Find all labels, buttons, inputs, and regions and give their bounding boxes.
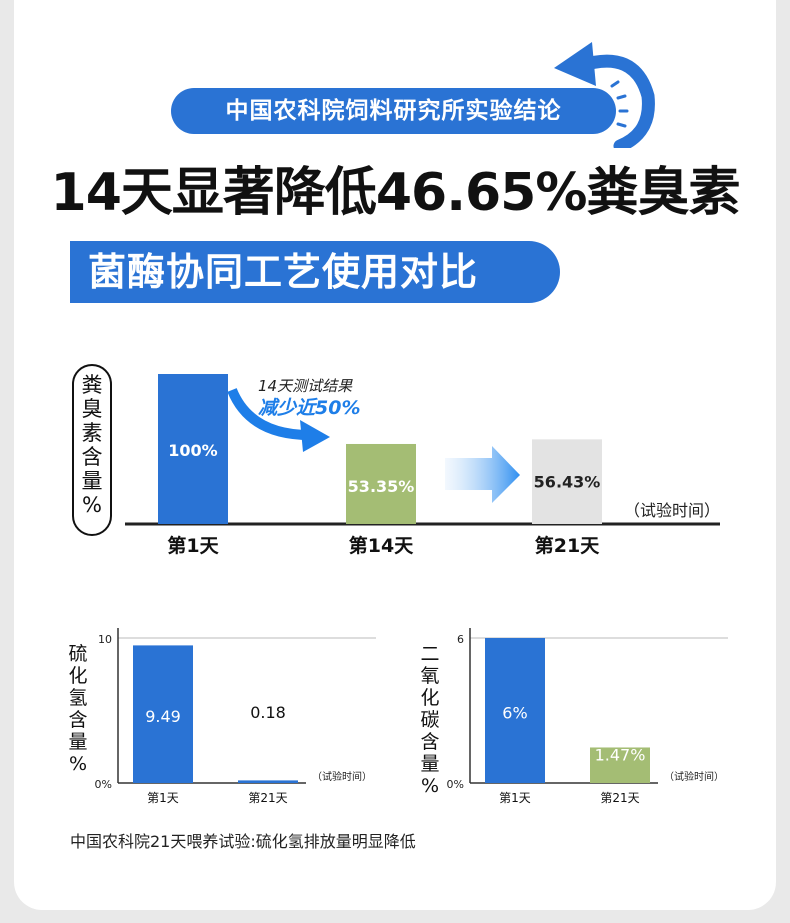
data-label-1: 100% [168, 441, 217, 460]
headline: 14天显著降低46.65%粪臭素 [50, 163, 741, 223]
category-label-3: 第21天 [535, 534, 600, 557]
y-tick-bottom: 0% [95, 778, 112, 791]
bar-1 [485, 638, 545, 783]
category-label-1: 第1天 [147, 791, 179, 805]
y-tick-bottom: 0% [447, 778, 464, 791]
annotation-value: 减少近50% [258, 397, 360, 419]
y-axis-label: 粪臭素含量% [82, 373, 103, 517]
footer-caption: 中国农科院21天喂养试验:硫化氢排放量明显降低 [70, 832, 416, 851]
data-label-2: 0.18 [250, 703, 286, 722]
y-tick-top: 6 [457, 633, 464, 646]
y-axis-label: 硫化氢含量% [68, 643, 87, 775]
h2s-chart: 硫化氢含量% 10 0% 9.49 第1天 0.18 第21天 （试验时间） [68, 628, 376, 805]
x-axis-label: （试验时间） [624, 501, 720, 520]
data-label-1: 9.49 [145, 707, 181, 726]
bar-1 [158, 374, 228, 524]
category-label-2: 第21天 [248, 791, 287, 805]
category-label-2: 第14天 [349, 534, 414, 557]
x-axis-label: （试验时间） [312, 770, 372, 783]
trend-arrow-icon [445, 446, 520, 503]
curved-arrow-icon [227, 387, 311, 440]
research-conclusion-pill: 中国农科院饲料研究所实验结论 [171, 88, 616, 134]
data-label-2: 53.35% [348, 477, 415, 496]
bar-2 [346, 443, 416, 524]
circular-arrow-icon [554, 42, 655, 148]
y-axis-label: 二氧化碳含量% [420, 643, 439, 797]
category-label-2: 第21天 [600, 791, 639, 805]
y-axis-label-frame [72, 364, 112, 536]
skatole-chart: 100% 第1天 53.35% 第14天 56.43% 第21天 14天测试结果 减少近5… [72, 364, 720, 557]
data-label-1: 6% [502, 704, 527, 723]
y-tick-top: 10 [98, 633, 112, 646]
x-axis-label: （试验时间） [664, 770, 724, 783]
bar-2 [238, 780, 298, 783]
co2-chart: 二氧化碳含量% 6 0% 6% 第1天 1.47% 第21天 （试验时间） [420, 628, 728, 805]
annotation-title: 14天测试结果 [258, 377, 353, 395]
data-label-3: 56.43% [534, 472, 601, 491]
data-label-2: 1.47% [595, 745, 646, 764]
bar-1 [133, 645, 193, 783]
category-label-1: 第1天 [167, 534, 219, 557]
curved-arrow-head-icon [300, 420, 330, 452]
bar-2 [590, 747, 650, 783]
category-label-1: 第1天 [499, 791, 531, 805]
comparison-banner: 菌酶协同工艺使用对比 [70, 241, 560, 303]
bar-3 [532, 439, 602, 524]
